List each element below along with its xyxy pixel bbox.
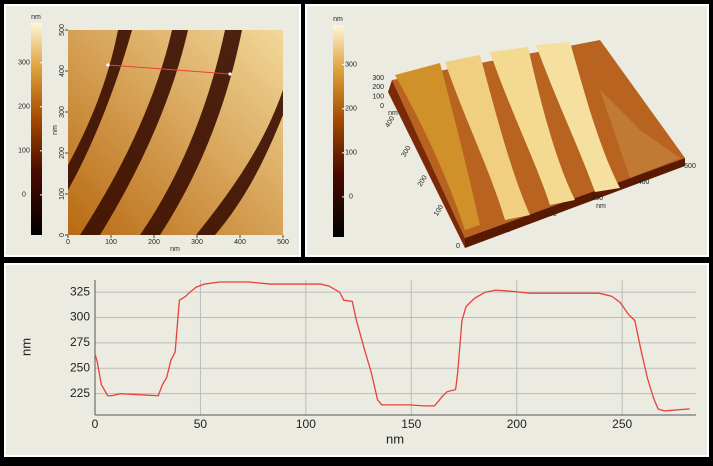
y-tick-label: 400 — [59, 65, 66, 77]
z-tick-label: 100 — [372, 94, 384, 101]
colorbar-tick-label: 300 — [18, 60, 30, 67]
y-axis-title: nm — [52, 125, 59, 135]
y-tick-label: 0 — [59, 233, 66, 237]
colorbar-tick-label: 0 — [22, 192, 26, 199]
x-tick-label: 200 — [507, 417, 527, 431]
y-tick-label: 325 — [70, 284, 90, 298]
x-tick-label: 100 — [105, 239, 117, 246]
y-tick-label: 200 — [59, 147, 66, 159]
panel — [4, 263, 709, 457]
y-tick-label: 300 — [70, 310, 90, 324]
colorbar — [333, 25, 344, 237]
z-tick-label: 200 — [372, 84, 384, 91]
colorbar-title: nm — [31, 14, 41, 21]
z-tick-label: 0 — [380, 103, 384, 110]
y-tick-label: 400 — [384, 115, 396, 129]
y-tick-label: 500 — [59, 24, 66, 36]
x-tick-label: 200 — [545, 211, 557, 218]
colorbar-title: nm — [333, 16, 343, 23]
y-axis-title: nm — [388, 110, 398, 117]
x-tick-label: 150 — [401, 417, 421, 431]
y-tick-label: 300 — [401, 145, 413, 159]
x-tick-label: 0 — [456, 243, 460, 250]
line-series — [94, 281, 690, 412]
y-axis-title: nm — [18, 338, 33, 356]
x-tick-label: 0 — [92, 417, 99, 431]
colorbar — [31, 23, 42, 235]
colorbar-tick-label: 200 — [18, 104, 30, 111]
x-tick-label: 200 — [148, 239, 160, 246]
colorbar-tick-label: 0 — [349, 194, 353, 201]
y-tick-label: 200 — [417, 174, 429, 188]
x-tick-label: 250 — [612, 417, 632, 431]
colorbar-tick-label: 200 — [345, 106, 357, 113]
surface-3d — [388, 40, 685, 248]
x-tick-label: 100 — [499, 227, 511, 234]
x-tick-label: 400 — [638, 179, 650, 186]
x-axis-title: nm — [170, 246, 180, 253]
x-tick-label: 500 — [277, 239, 289, 246]
z-tick-label: 300 — [372, 75, 384, 82]
colorbar-tick-label: 100 — [345, 150, 357, 157]
x-tick-label: 50 — [194, 417, 208, 431]
y-tick-label: 300 — [59, 106, 66, 118]
y-tick-label: 250 — [70, 360, 90, 374]
y-tick-label: 275 — [70, 335, 90, 349]
colorbar-tick-label: 100 — [18, 148, 30, 155]
colorbar-tick-label: 300 — [345, 62, 357, 69]
y-tick-label: 100 — [59, 188, 66, 200]
y-tick-label: 225 — [70, 386, 90, 400]
afm-image — [68, 30, 283, 235]
x-tick-label: 100 — [296, 417, 316, 431]
x-tick-label: 500 — [684, 163, 696, 170]
x-tick-label: 300 — [191, 239, 203, 246]
y-tick-label: 100 — [433, 204, 445, 218]
x-tick-label: 400 — [234, 239, 246, 246]
x-axis-title: nm — [386, 431, 404, 446]
x-axis-title: nm — [596, 203, 606, 210]
x-tick-label: 300 — [591, 195, 603, 202]
x-tick-label: 0 — [66, 239, 70, 246]
